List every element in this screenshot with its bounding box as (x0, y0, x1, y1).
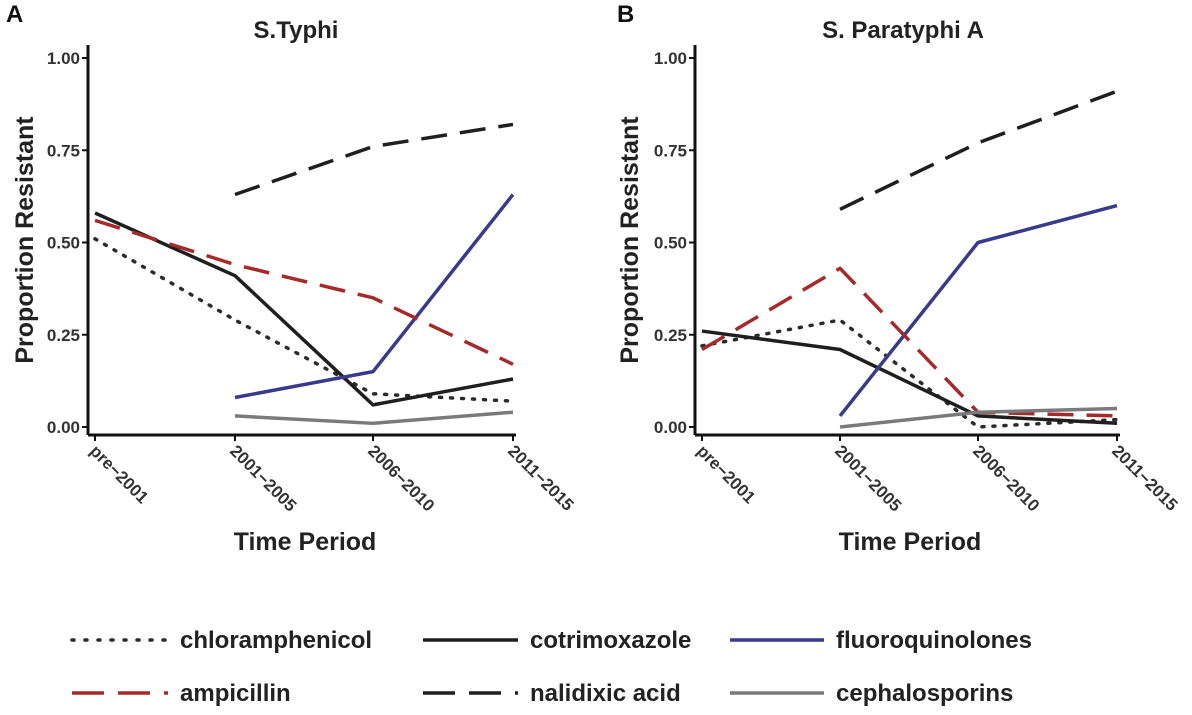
panel-a-ytick-label: 0.00 (47, 418, 80, 437)
panel-a-series-cotrimoxazole (94, 211, 514, 407)
panel-b-xtick-label: pre−2001 (693, 441, 759, 507)
panel-b-xtick-label: 2001−2005 (831, 441, 905, 515)
panel-a-series (93, 122, 515, 426)
legend: chloramphenicol cotrimoxazole fluoroquin… (70, 627, 1032, 707)
panel-a-series-chloramphenicol (93, 237, 515, 403)
panel-b-xtick-label: 2011−2015 (1108, 441, 1181, 514)
legend-label-ampicillin: ampicillin (180, 680, 291, 707)
legend-label-nalidixic-acid: nalidixic acid (530, 680, 681, 707)
panel-b-ytick-label: 0.50 (654, 234, 687, 253)
panel-b-ylabel: Proportion Resistant (616, 116, 644, 364)
panel-a-series-cephalosporins (234, 410, 514, 426)
panel-b-series-cotrimoxazole (701, 329, 1118, 426)
panel-a: A S.Typhi Proportion Resistant Time Peri… (6, 1, 577, 556)
legend-label-cotrimoxazole: cotrimoxazole (530, 627, 691, 654)
panel-b: B S. Paratyphi A Proportion Resistant Ti… (616, 1, 1181, 556)
panel-a-ylabel: Proportion Resistant (11, 116, 39, 364)
panel-a-y-ticks: 0.00 0.25 0.50 0.75 1.00 (47, 49, 88, 437)
legend-label-cephalosporins: cephalosporins (836, 680, 1013, 707)
panel-a-xtick-label: 2001−2005 (226, 441, 300, 515)
panel-b-y-ticks: 0.00 0.25 0.50 0.75 1.00 (654, 49, 695, 437)
legend-item-cotrimoxazole: cotrimoxazole (423, 627, 691, 654)
panel-b-ytick-label: 1.00 (654, 49, 687, 68)
legend-label-chloramphenicol: chloramphenicol (180, 627, 372, 654)
panel-b-series-ampicillin (701, 266, 1118, 418)
panel-a-series-fluoroquinolones (234, 193, 515, 400)
panel-b-series (700, 89, 1119, 429)
panel-a-series-ampicillin (94, 218, 514, 366)
legend-item-ampicillin: ampicillin (72, 680, 291, 707)
panel-b-series-cephalosporins (839, 406, 1118, 429)
legend-item-chloramphenicol: chloramphenicol (70, 627, 372, 654)
legend-item-nalidixic-acid: nalidixic acid (423, 680, 681, 707)
panel-b-xtick-label: 2006−2010 (969, 441, 1043, 515)
legend-item-fluoroquinolones: fluoroquinolones (730, 627, 1032, 654)
panel-a-series-nalidixic-acid (234, 122, 514, 197)
panel-b-ytick-label: 0.75 (654, 141, 687, 160)
panel-b-ytick-label: 0.00 (654, 418, 687, 437)
panel-label-b: B (617, 1, 634, 28)
panel-a-xtick-label: pre−2001 (86, 441, 152, 507)
panel-b-ytick-label: 0.25 (654, 326, 687, 345)
panel-b-x-ticks: pre−2001 2001−2005 2006−2010 2011−2015 (693, 435, 1181, 515)
panel-a-ytick-label: 0.50 (47, 234, 80, 253)
panel-a-ytick-label: 1.00 (47, 49, 80, 68)
panel-b-series-fluoroquinolones (838, 203, 1118, 418)
panel-b-series-chloramphenicol (700, 318, 1119, 429)
panel-a-xlabel: Time Period (234, 528, 377, 556)
panel-a-title: S.Typhi (254, 17, 339, 44)
panel-label-a: A (6, 1, 23, 28)
panel-b-title: S. Paratyphi A (822, 17, 984, 44)
legend-label-fluoroquinolones: fluoroquinolones (836, 627, 1032, 654)
legend-item-cephalosporins: cephalosporins (730, 680, 1013, 707)
panel-a-ytick-label: 0.25 (47, 326, 80, 345)
panel-b-xlabel: Time Period (839, 528, 982, 556)
panel-a-xtick-label: 2006−2010 (364, 441, 438, 515)
panel-b-series-nalidixic-acid (839, 89, 1118, 211)
panel-a-xtick-label: 2011−2015 (504, 441, 577, 514)
panel-a-x-ticks: pre−2001 2001−2005 2006−2010 2011−2015 (86, 435, 577, 515)
panel-a-ytick-label: 0.75 (47, 141, 80, 160)
